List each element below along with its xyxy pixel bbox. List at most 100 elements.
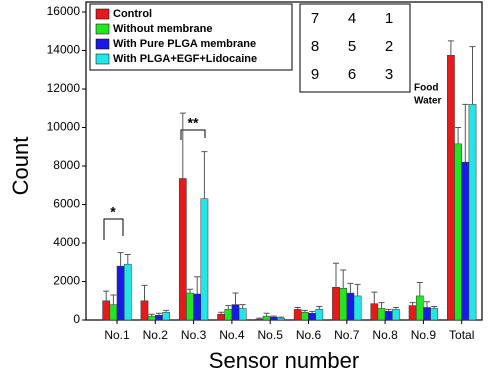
x-tick-label: No.2: [143, 328, 169, 342]
y-tick-label: 10000: [47, 120, 81, 134]
legend-label: Without membrane: [113, 23, 213, 35]
legend-swatch: [95, 38, 110, 50]
inset-number: 2: [385, 38, 393, 55]
error-bar: [278, 316, 284, 319]
inset-box: [299, 3, 411, 93]
bar: [238, 308, 247, 321]
inset-number: 3: [385, 66, 393, 83]
error-bar: [256, 317, 263, 320]
y-axis-title: Count: [8, 137, 33, 196]
bar: [277, 317, 285, 321]
error-bar: [263, 312, 270, 317]
error-bar: [163, 309, 170, 313]
error-bar: [447, 40, 454, 56]
error-bar: [371, 291, 378, 304]
bar: [392, 309, 400, 321]
error-bar: [110, 294, 117, 305]
bar: [147, 315, 156, 321]
error-bar: [232, 292, 239, 305]
bar: [415, 295, 424, 321]
bar: [454, 143, 462, 321]
bar: [346, 292, 355, 321]
error-bar: [392, 306, 399, 310]
legend-label: With Pure PLGA membrane: [113, 38, 256, 50]
error-bar: [103, 290, 110, 301]
error-bar: [309, 310, 316, 314]
bar: [178, 178, 187, 321]
legend-swatch: [95, 23, 110, 35]
y-tick-label: 16000: [47, 4, 81, 18]
significance-bracket: [180, 129, 206, 140]
x-tick-label: No.8: [372, 328, 398, 342]
bar: [155, 314, 163, 321]
error-bar: [225, 305, 232, 310]
x-tick-label: No.5: [258, 328, 284, 342]
bar: [224, 309, 233, 321]
bar: [332, 287, 340, 321]
error-bar: [218, 311, 225, 315]
error-bar: [301, 309, 308, 313]
error-bar: [347, 282, 354, 294]
bar: [231, 304, 240, 321]
bar: [116, 265, 125, 321]
bar: [468, 104, 477, 321]
bar: [301, 312, 309, 321]
bar: [293, 309, 302, 321]
bar: [308, 313, 316, 321]
inset-number: 6: [348, 66, 356, 83]
bar: [262, 315, 271, 321]
error-bar: [340, 269, 347, 289]
bar: [447, 55, 455, 321]
error-bar: [416, 281, 423, 296]
bar: [461, 161, 470, 321]
bar: [430, 308, 439, 321]
inset-number: 5: [348, 38, 356, 55]
error-bar: [187, 288, 193, 294]
error-bar: [462, 103, 469, 163]
bar: [370, 303, 379, 321]
x-tick-label: Total: [449, 328, 474, 342]
y-tick-label: 4000: [53, 235, 80, 249]
bar: [123, 263, 132, 321]
x-tick-label: No.4: [219, 328, 245, 342]
x-tick-label: No.7: [334, 328, 360, 342]
bar: [408, 305, 417, 321]
legend-label: With PLGA+EGF+Lidocaine: [113, 53, 257, 65]
inset-label: Food: [414, 83, 438, 94]
significance-label: *: [110, 204, 116, 220]
inset-number: 8: [311, 38, 319, 55]
legend-label: Control: [113, 8, 152, 20]
error-bar: [239, 304, 246, 309]
bar: [255, 318, 264, 321]
error-bar: [141, 284, 148, 301]
error-bar: [179, 112, 186, 179]
error-bar: [378, 302, 385, 309]
bar: [339, 287, 348, 321]
bar: [193, 293, 202, 321]
error-bar: [455, 127, 462, 144]
significance-bracket: [103, 218, 124, 240]
x-tick-label: No.9: [411, 328, 437, 342]
inset-number: 7: [311, 10, 319, 27]
error-bar: [424, 301, 430, 308]
x-tick-label: No.3: [181, 328, 207, 342]
error-bar: [409, 302, 416, 306]
error-bar: [201, 151, 208, 199]
bar: [353, 295, 362, 321]
inset-number: 1: [385, 10, 393, 27]
inset-label: Water: [414, 96, 442, 107]
bar: [217, 313, 225, 321]
x-tick-label: No.6: [296, 328, 322, 342]
y-tick-label: 6000: [53, 197, 80, 211]
y-tick-label: 8000: [53, 158, 80, 172]
bar: [102, 300, 111, 321]
error-bar: [354, 283, 361, 296]
legend-swatch: [95, 53, 110, 65]
y-tick-label: 2000: [53, 274, 80, 288]
error-bar: [194, 276, 201, 295]
legend-box: [89, 3, 293, 71]
legend-swatch: [95, 8, 110, 20]
significance-label: **: [188, 115, 199, 131]
error-bar: [117, 252, 124, 267]
bar: [384, 311, 393, 321]
